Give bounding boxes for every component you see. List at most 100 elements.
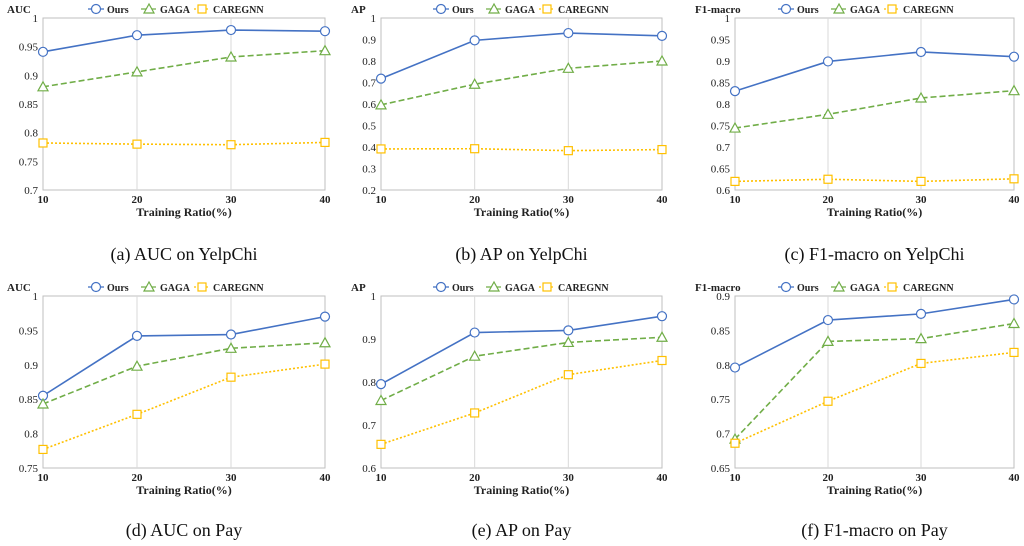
data-point bbox=[36, 80, 50, 92]
y-tick-label: 0.9 bbox=[362, 35, 376, 47]
data-point bbox=[822, 56, 834, 67]
series-line bbox=[734, 89, 1015, 129]
data-point bbox=[730, 438, 740, 448]
series-line bbox=[380, 359, 663, 446]
data-point bbox=[821, 108, 835, 119]
y-tick-label: 0.2 bbox=[362, 185, 376, 197]
series-line bbox=[42, 341, 326, 405]
chart-panel: 10 20 30 40 0.2 0.3 0.4 0.5 0.6 0.7 0.8 0.9 1 AP Train… bbox=[351, 2, 669, 219]
data-point bbox=[915, 308, 927, 319]
legend-marker bbox=[197, 282, 207, 292]
data-point bbox=[657, 144, 667, 155]
legend-marker bbox=[780, 281, 792, 293]
x-tick-label: 40 bbox=[657, 194, 669, 206]
data-point bbox=[563, 370, 573, 380]
x-axis-label: Training Ratio(%) bbox=[827, 483, 922, 497]
data-point bbox=[374, 98, 388, 110]
x-tick-label: 30 bbox=[916, 194, 928, 206]
y-tick-label: 0.9 bbox=[24, 70, 38, 82]
x-axis-label: Training Ratio(%) bbox=[474, 205, 569, 219]
legend-entry: CAREGNN bbox=[558, 5, 609, 16]
data-point bbox=[823, 174, 833, 184]
data-point bbox=[563, 27, 574, 39]
y-tick-label: 0.85 bbox=[711, 325, 731, 337]
data-point bbox=[38, 444, 48, 455]
data-point bbox=[657, 355, 667, 366]
data-point bbox=[130, 65, 144, 77]
data-point bbox=[469, 327, 480, 338]
data-point bbox=[130, 359, 144, 371]
data-point bbox=[1007, 317, 1021, 329]
legend-marker bbox=[832, 2, 846, 14]
x-axis-label: Training Ratio(%) bbox=[474, 483, 569, 497]
y-tick-label: 1 bbox=[371, 291, 377, 303]
data-point bbox=[375, 73, 387, 84]
data-point bbox=[468, 77, 481, 89]
chart-caption: (a) AUC on YelpChi bbox=[110, 244, 258, 264]
chart-caption: (f) F1-macro on Pay bbox=[801, 520, 948, 540]
plot-area bbox=[734, 17, 1015, 191]
chart-panel: 10 20 30 40 0.65 0.7 0.75 0.8 0.85 0.9F1-macro Tra… bbox=[695, 280, 1021, 497]
chart-panel: 10 20 30 40 0.6 0.7 0.8 0.9 1 AP Training Ratio(%)… bbox=[351, 280, 669, 497]
data-point bbox=[916, 358, 926, 369]
data-point bbox=[225, 329, 237, 340]
y-tick-label: 0.95 bbox=[19, 42, 39, 54]
series-line bbox=[380, 315, 663, 385]
x-tick-label: 20 bbox=[469, 472, 481, 484]
y-tick-label: 0.7 bbox=[716, 429, 730, 441]
data-point bbox=[469, 35, 480, 46]
y-tick-label: 0.95 bbox=[711, 35, 731, 47]
y-axis-label: F1-macro bbox=[695, 4, 741, 16]
x-tick-label: 20 bbox=[823, 472, 835, 484]
data-point bbox=[1009, 347, 1019, 358]
legend-marker bbox=[142, 280, 156, 292]
series-line bbox=[42, 49, 326, 88]
legend-entry: Ours bbox=[797, 5, 819, 16]
data-point bbox=[730, 176, 740, 186]
y-tick-label: 0.7 bbox=[716, 142, 730, 154]
chart-panel: 10 20 30 40 0.6 0.65 0.7 0.75 0.8 0.85 0.9 0.95 1F1-… bbox=[695, 2, 1021, 219]
legend-entry: CAREGNN bbox=[213, 283, 264, 294]
series-line bbox=[734, 351, 1015, 444]
y-tick-label: 0.8 bbox=[362, 56, 376, 68]
y-tick-label: 1 bbox=[725, 13, 731, 25]
chart-caption: (e) AP on Pay bbox=[471, 520, 572, 540]
series-line bbox=[734, 298, 1015, 369]
y-tick-label: 0.6 bbox=[716, 185, 730, 197]
data-point bbox=[319, 311, 331, 322]
y-tick-label: 0.65 bbox=[711, 164, 731, 176]
data-point bbox=[823, 396, 833, 406]
data-point bbox=[1008, 294, 1020, 305]
series-line bbox=[734, 178, 1015, 183]
data-point bbox=[1008, 51, 1020, 62]
y-tick-label: 0.9 bbox=[716, 56, 730, 68]
data-point bbox=[132, 409, 142, 419]
data-point bbox=[729, 362, 741, 373]
y-tick-label: 0.6 bbox=[362, 99, 376, 111]
legend-entry: CAREGNN bbox=[213, 5, 264, 16]
data-point bbox=[224, 50, 238, 62]
y-tick-label: 1 bbox=[33, 13, 39, 25]
data-point bbox=[36, 397, 50, 409]
y-axis-label: AP bbox=[351, 4, 366, 16]
data-point bbox=[563, 325, 574, 336]
y-tick-label: 0.9 bbox=[24, 360, 38, 372]
x-tick-label: 10 bbox=[38, 472, 50, 484]
x-tick-label: 10 bbox=[730, 194, 742, 206]
series-line bbox=[380, 60, 663, 106]
data-point bbox=[226, 140, 236, 150]
x-tick-label: 20 bbox=[132, 194, 144, 206]
data-point bbox=[562, 336, 575, 348]
legend-entry: Ours bbox=[452, 283, 474, 294]
chart-caption: (d) AUC on Pay bbox=[125, 520, 243, 540]
y-axis-label: AUC bbox=[7, 282, 31, 294]
y-axis-label: AUC bbox=[7, 4, 31, 16]
data-point bbox=[226, 372, 236, 382]
data-point bbox=[655, 331, 669, 342]
y-tick-label: 1 bbox=[371, 13, 377, 25]
x-tick-label: 10 bbox=[38, 194, 50, 206]
data-point bbox=[563, 146, 573, 156]
data-point bbox=[376, 439, 386, 449]
data-point bbox=[320, 359, 330, 369]
